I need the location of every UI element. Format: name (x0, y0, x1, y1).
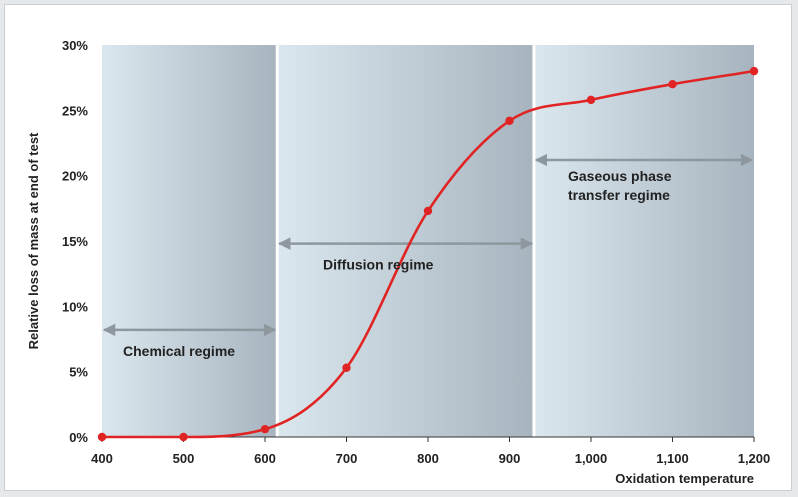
y-tick-label: 30% (62, 38, 88, 53)
x-tick-label: 700 (336, 451, 358, 466)
y-tick-label: 15% (62, 234, 88, 249)
data-point-600 (260, 424, 270, 434)
regime-panels (102, 45, 754, 437)
x-tick-label: 1,000 (575, 451, 608, 466)
regime-panel-3 (533, 45, 754, 437)
x-tick-label: 400 (91, 451, 113, 466)
y-tick-label: 20% (62, 169, 88, 184)
x-tick-label: 800 (417, 451, 439, 466)
data-series (97, 66, 759, 442)
x-tick-label: 500 (173, 451, 195, 466)
data-point-900 (505, 116, 514, 125)
y-tick-label: 25% (62, 103, 88, 118)
x-tick-label: 1,100 (656, 451, 689, 466)
data-point-800 (423, 206, 433, 216)
diffusion-regime-label: Diffusion regime (323, 257, 434, 273)
y-tick-label: 5% (69, 365, 88, 380)
x-tick-label: 900 (499, 451, 521, 466)
regime-arrows (102, 153, 754, 337)
data-point-1000 (586, 95, 596, 105)
x-tick-label: 1,200 (738, 451, 771, 466)
data-point-1200 (749, 66, 759, 76)
data-point-500 (179, 432, 188, 442)
x-tick-label: 600 (254, 451, 276, 466)
gaseous-regime-label-line-1: Gaseous phase (568, 168, 672, 184)
x-axis-title: Oxidation temperature (615, 471, 754, 486)
gaseous-regime-label-line-2: transfer regime (568, 187, 670, 203)
regime-panel-2 (277, 45, 534, 437)
regime-panel-1 (102, 45, 278, 437)
chemical-regime-label: Chemical regime (123, 343, 235, 359)
data-point-700 (342, 363, 351, 372)
y-tick-label: 10% (62, 299, 88, 314)
chart-frame: 0% 5% 10% 15% 20% 25% 30% 400 500 600 700 800 900 1,0… (4, 4, 792, 491)
data-point-400 (97, 432, 107, 442)
y-axis-title: Relative loss of mass at end of test (26, 132, 41, 349)
chart-svg: 0% 5% 10% 15% 20% 25% 30% 400 500 600 700 800 900 1,0… (26, 38, 771, 486)
labels-layer: Oxidation temperature Relative loss of ma… (26, 132, 754, 486)
y-tick-label: 0% (69, 430, 88, 445)
data-point-1100 (668, 80, 677, 89)
series-line-1 (101, 69, 755, 439)
